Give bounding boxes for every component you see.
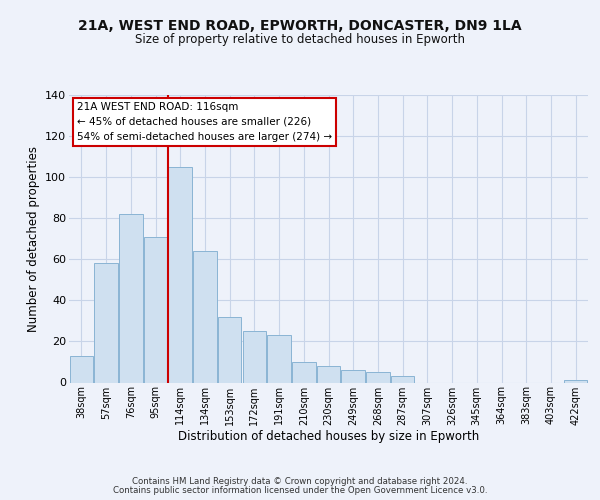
Bar [169, 167, 192, 382]
Y-axis label: Number of detached properties: Number of detached properties [26, 146, 40, 332]
Text: Contains public sector information licensed under the Open Government Licence v3: Contains public sector information licen… [113, 486, 487, 495]
Bar [341, 370, 365, 382]
Bar [94, 264, 118, 382]
Bar [119, 214, 143, 382]
Bar [564, 380, 587, 382]
X-axis label: Distribution of detached houses by size in Epworth: Distribution of detached houses by size … [178, 430, 479, 443]
Bar [268, 336, 291, 382]
Bar [292, 362, 316, 382]
Text: Size of property relative to detached houses in Epworth: Size of property relative to detached ho… [135, 32, 465, 46]
Bar [70, 356, 93, 382]
Text: 21A, WEST END ROAD, EPWORTH, DONCASTER, DN9 1LA: 21A, WEST END ROAD, EPWORTH, DONCASTER, … [78, 18, 522, 32]
Bar [242, 331, 266, 382]
Bar [144, 236, 167, 382]
Bar [366, 372, 389, 382]
Text: 21A WEST END ROAD: 116sqm
← 45% of detached houses are smaller (226)
54% of semi: 21A WEST END ROAD: 116sqm ← 45% of detac… [77, 102, 332, 142]
Text: Contains HM Land Registry data © Crown copyright and database right 2024.: Contains HM Land Registry data © Crown c… [132, 477, 468, 486]
Bar [317, 366, 340, 382]
Bar [218, 317, 241, 382]
Bar [193, 251, 217, 382]
Bar [391, 376, 415, 382]
